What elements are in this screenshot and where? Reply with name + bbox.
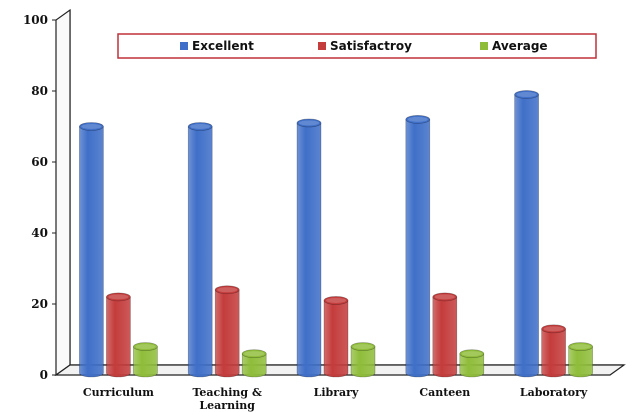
bar-excellent-1 — [187, 122, 213, 378]
y-tick-label: 60 — [31, 155, 48, 169]
x-tick-label: Canteen — [419, 386, 470, 399]
bar-satisfactroy-1 — [214, 285, 240, 378]
legend-label-average: Average — [492, 39, 548, 53]
bar-average-2 — [350, 342, 376, 378]
bar-excellent-0 — [79, 122, 104, 378]
bar-satisfactroy-2 — [323, 296, 349, 378]
bar-average-1 — [241, 349, 267, 378]
bar-satisfactroy-4 — [541, 324, 566, 378]
bar-excellent-3 — [405, 115, 431, 378]
x-tick-label: Library — [314, 386, 359, 399]
y-tick-label: 40 — [31, 226, 48, 240]
x-tick-label: Laboratory — [520, 386, 588, 399]
y-tick-label: 80 — [31, 84, 48, 98]
legend-swatch-average — [480, 42, 488, 50]
bar-satisfactroy-0 — [106, 292, 131, 378]
legend-swatch-satisfactroy — [318, 42, 326, 50]
y-tick-label: 0 — [40, 368, 48, 382]
x-tick-label: Teaching & Learning — [193, 386, 262, 412]
bar-average-3 — [459, 349, 485, 378]
legend-swatch-excellent — [180, 42, 188, 50]
legend-label-satisfactroy: Satisfactroy — [330, 39, 412, 53]
legend-label-excellent: Excellent — [192, 39, 254, 53]
bar-excellent-4 — [514, 90, 539, 378]
bar-satisfactroy-3 — [432, 292, 458, 378]
left-wall — [55, 8, 71, 377]
y-tick-label: 20 — [31, 297, 48, 311]
bar-average-4 — [568, 342, 593, 378]
y-tick-label: 100 — [23, 13, 48, 27]
x-tick-label: Curriculum — [83, 386, 154, 399]
bar-excellent-2 — [296, 118, 322, 378]
bar-average-0 — [133, 342, 158, 378]
legend: Excellent Satisfactroy Average — [117, 33, 597, 59]
